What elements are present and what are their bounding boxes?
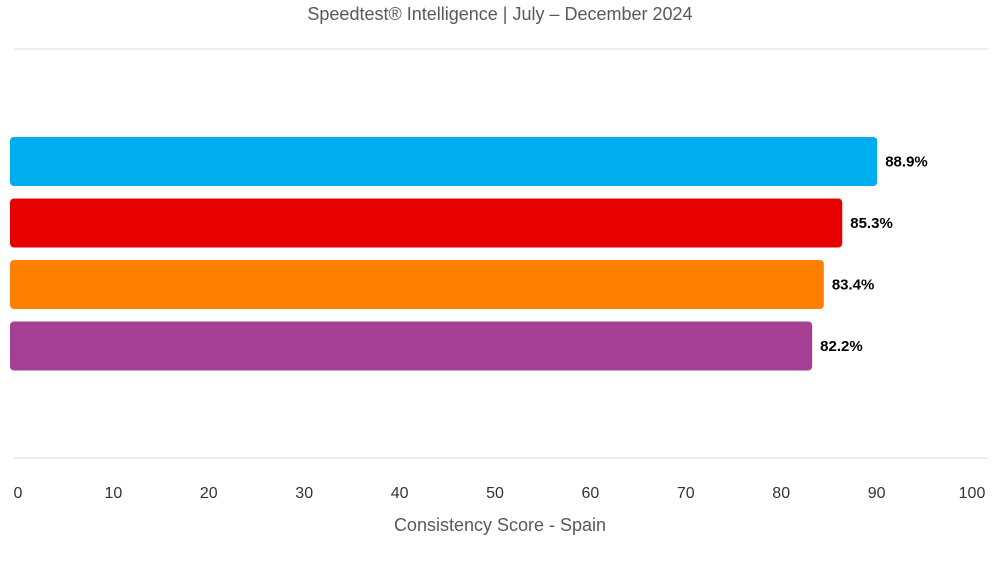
bar-3-value-label: 83.4% [832,277,875,294]
x-tick-20: 20 [200,485,218,502]
bar-1-value-label: 88.9% [885,154,928,171]
x-tick-80: 80 [772,485,790,502]
bar-1 [10,137,878,186]
bar-4-value-label: 82.2% [820,338,863,355]
x-tick-100: 100 [959,485,986,502]
x-axis-title: Consistency Score - Spain [393,515,607,535]
x-tick-40: 40 [391,485,409,502]
x-tick-50: 50 [486,485,504,502]
x-tick-0: 0 [14,485,23,502]
bars-group: 88.9% 85.3% 83.4% 82.2% [10,137,928,371]
x-tick-90: 90 [868,485,886,502]
bar-2-value-label: 85.3% [850,215,893,232]
chart-title: Speedtest® Intelligence | July – Decembe… [307,4,693,24]
x-tick-30: 30 [295,485,313,502]
x-tick-70: 70 [677,485,695,502]
x-tick-60: 60 [582,485,600,502]
x-tick-10: 10 [105,485,123,502]
bar-4 [10,321,813,371]
bar-2 [10,198,843,248]
x-tick-labels: 0 10 20 30 40 50 60 70 80 90 100 [14,485,986,502]
bar-3 [10,260,824,309]
